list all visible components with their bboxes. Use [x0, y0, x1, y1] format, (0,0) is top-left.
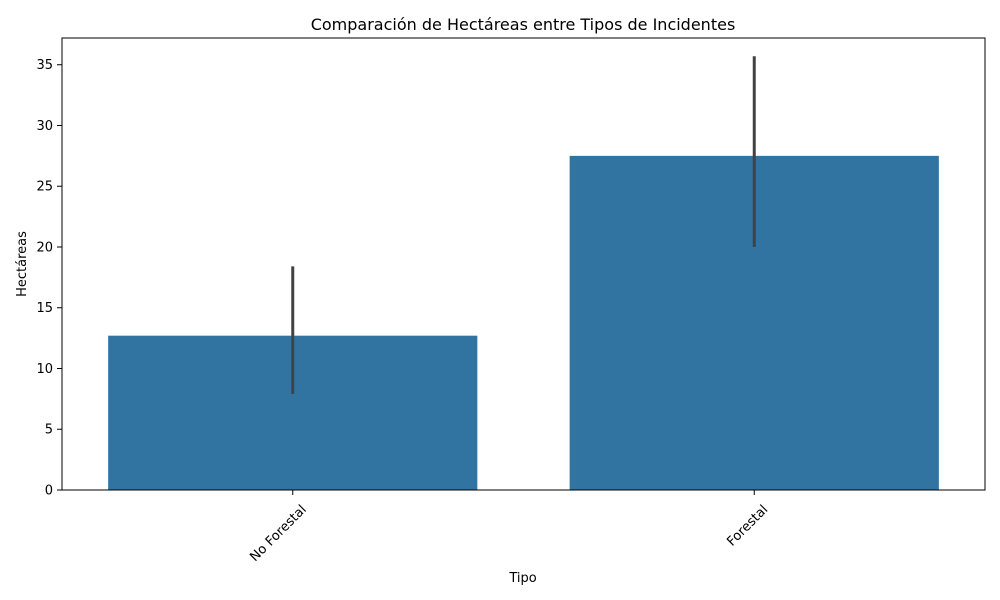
y-tick-label: 35 [36, 58, 53, 73]
x-tick-label: No Forestal [247, 502, 309, 564]
y-tick-label: 5 [45, 423, 53, 438]
y-tick-label: 0 [45, 484, 53, 499]
chart-title: Comparación de Hectáreas entre Tipos de … [311, 15, 736, 34]
error-bars-layer [291, 56, 756, 395]
plot-frame [61, 37, 986, 491]
y-tick-label: 25 [36, 180, 53, 195]
y-tick-label: 30 [36, 119, 53, 134]
y-tick-label: 20 [36, 240, 53, 255]
y-tick-label: 15 [36, 301, 53, 316]
x-axis-label: Tipo [508, 571, 536, 586]
x-tick-label: Forestal [724, 502, 771, 549]
bars-layer [108, 155, 939, 490]
y-tick-label: 10 [36, 362, 53, 377]
y-axis-label: Hectáreas [15, 231, 30, 297]
